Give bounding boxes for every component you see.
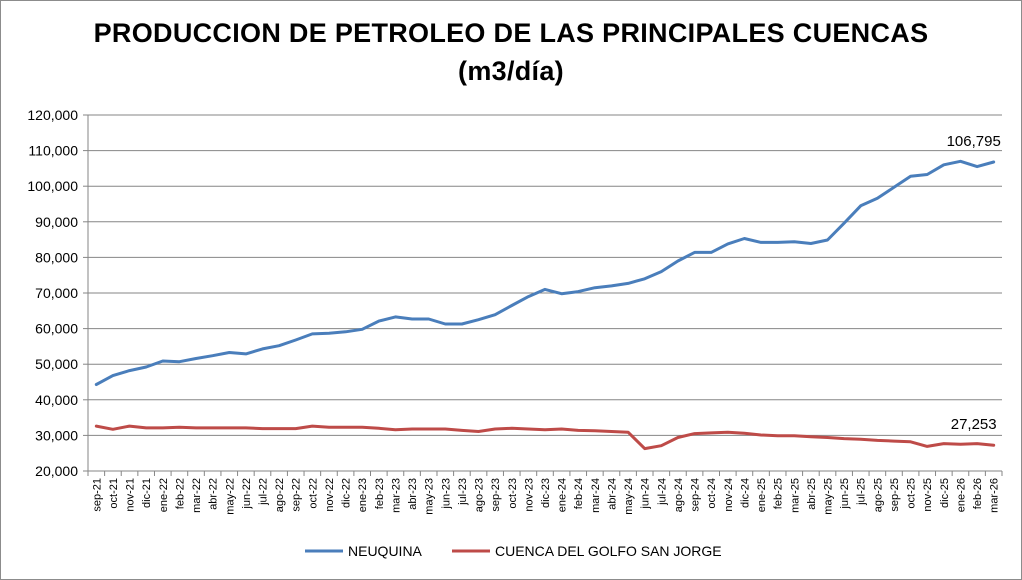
x-tick-label: ene-25 — [756, 478, 768, 512]
y-tick-label: 50,000 — [35, 356, 78, 372]
x-tick-label: nov-24 — [723, 478, 735, 512]
x-tick-label: abr-25 — [806, 478, 818, 510]
x-axis: sep-21 oct-21 nov-21 dic-21 ene-22 feb-22 mar-… — [87, 470, 1003, 515]
x-tick-label: abr-22 — [208, 478, 220, 510]
legend-label-golfo-san-jorge: CUENCA DEL GOLFO SAN JORGE — [495, 543, 722, 559]
x-tick-label: sep-24 — [690, 478, 702, 512]
x-tick-label: may-22 — [224, 478, 236, 515]
x-tick-label: jul-24 — [656, 478, 668, 506]
y-tick-label: 30,000 — [35, 427, 78, 443]
x-tick-label: mar-22 — [191, 478, 203, 513]
x-tick-label: mar-24 — [590, 478, 602, 513]
x-tick-label: jul-23 — [457, 478, 469, 506]
x-tick-label: sep-23 — [490, 478, 502, 512]
x-tick-label: dic-22 — [341, 478, 353, 508]
x-tick-label: dic-24 — [739, 478, 751, 508]
x-tick-label: abr-23 — [407, 478, 419, 510]
y-tick-label: 40,000 — [35, 392, 78, 408]
x-tick-label: ene-24 — [557, 478, 569, 512]
series-line-golfo-san-jorge — [94, 424, 996, 451]
chart-subtitle: (m3/día) — [458, 56, 564, 86]
x-tick-label: nov-21 — [125, 478, 137, 512]
y-tick-label: 80,000 — [35, 249, 78, 265]
x-tick-label: ago-23 — [474, 478, 486, 512]
x-tick-label: jun-22 — [241, 478, 253, 510]
end-label-golfo-san-jorge: 27,253 — [951, 416, 997, 433]
series-line-neuquina — [94, 159, 996, 386]
y-tick-label: 70,000 — [35, 285, 78, 301]
x-tick-label: mar-26 — [989, 478, 1001, 513]
x-tick-label: oct-24 — [706, 478, 718, 509]
x-tick-label: ago-24 — [673, 478, 685, 512]
x-tick-label: may-24 — [623, 478, 635, 515]
x-tick-label: ene-23 — [357, 478, 369, 512]
x-tick-label: sep-25 — [889, 478, 901, 512]
x-tick-label: mar-25 — [789, 478, 801, 513]
x-tick-label: nov-22 — [324, 478, 336, 512]
x-tick-label: feb-24 — [573, 478, 585, 509]
x-tick-label: jun-25 — [839, 478, 851, 510]
end-labels: 106,795 27,253 — [947, 133, 1001, 433]
x-tick-label: nov-25 — [922, 478, 934, 512]
y-tick-label: 120,000 — [27, 107, 78, 123]
x-tick-label: ago-22 — [274, 478, 286, 512]
x-tick-label: ene-26 — [955, 478, 967, 512]
x-tick-label: jun-24 — [640, 478, 652, 510]
x-tick-label: feb-23 — [374, 478, 386, 509]
x-tick-label: may-23 — [424, 478, 436, 515]
y-axis: 20,000 30,000 40,000 50,000 60,000 70,000 80,0… — [27, 107, 89, 479]
chart-title: PRODUCCION DE PETROLEO DE LAS PRINCIPALE… — [93, 18, 929, 48]
y-tick-label: 90,000 — [35, 214, 78, 230]
y-tick-label: 20,000 — [35, 463, 78, 479]
x-tick-label: feb-25 — [773, 478, 785, 509]
end-label-neuquina: 106,795 — [947, 133, 1001, 150]
x-tick-label: dic-23 — [540, 478, 552, 508]
x-tick-label: nov-23 — [523, 478, 535, 512]
x-tick-label: mar-23 — [390, 478, 402, 513]
x-tick-label: oct-21 — [108, 478, 120, 509]
y-tick-label: 60,000 — [35, 321, 78, 337]
legend-label-neuquina: NEUQUINA — [348, 543, 423, 559]
x-tick-label: abr-24 — [606, 478, 618, 510]
x-tick-label: ago-25 — [872, 478, 884, 512]
y-tick-label: 100,000 — [27, 178, 78, 194]
grid-lines — [88, 114, 1002, 472]
x-tick-label: oct-25 — [906, 478, 918, 509]
x-tick-label: feb-22 — [174, 478, 186, 509]
x-tick-label: dic-25 — [939, 478, 951, 508]
x-tick-label: jul-22 — [257, 478, 269, 506]
x-tick-label: oct-22 — [307, 478, 319, 509]
series-lines — [94, 159, 996, 451]
x-tick-label: oct-23 — [507, 478, 519, 509]
x-tick-label: feb-26 — [972, 478, 984, 509]
x-tick-label: ene-22 — [158, 478, 170, 512]
y-tick-label: 110,000 — [28, 143, 78, 159]
legend: NEUQUINA CUENCA DEL GOLFO SAN JORGE — [305, 543, 722, 559]
x-tick-label: sep-22 — [291, 478, 303, 512]
x-tick-label: sep-21 — [91, 478, 103, 512]
x-tick-label: jun-23 — [440, 478, 452, 510]
x-tick-label: jul-25 — [856, 478, 868, 506]
x-tick-label: may-25 — [823, 478, 835, 515]
x-tick-label: dic-21 — [141, 478, 153, 508]
